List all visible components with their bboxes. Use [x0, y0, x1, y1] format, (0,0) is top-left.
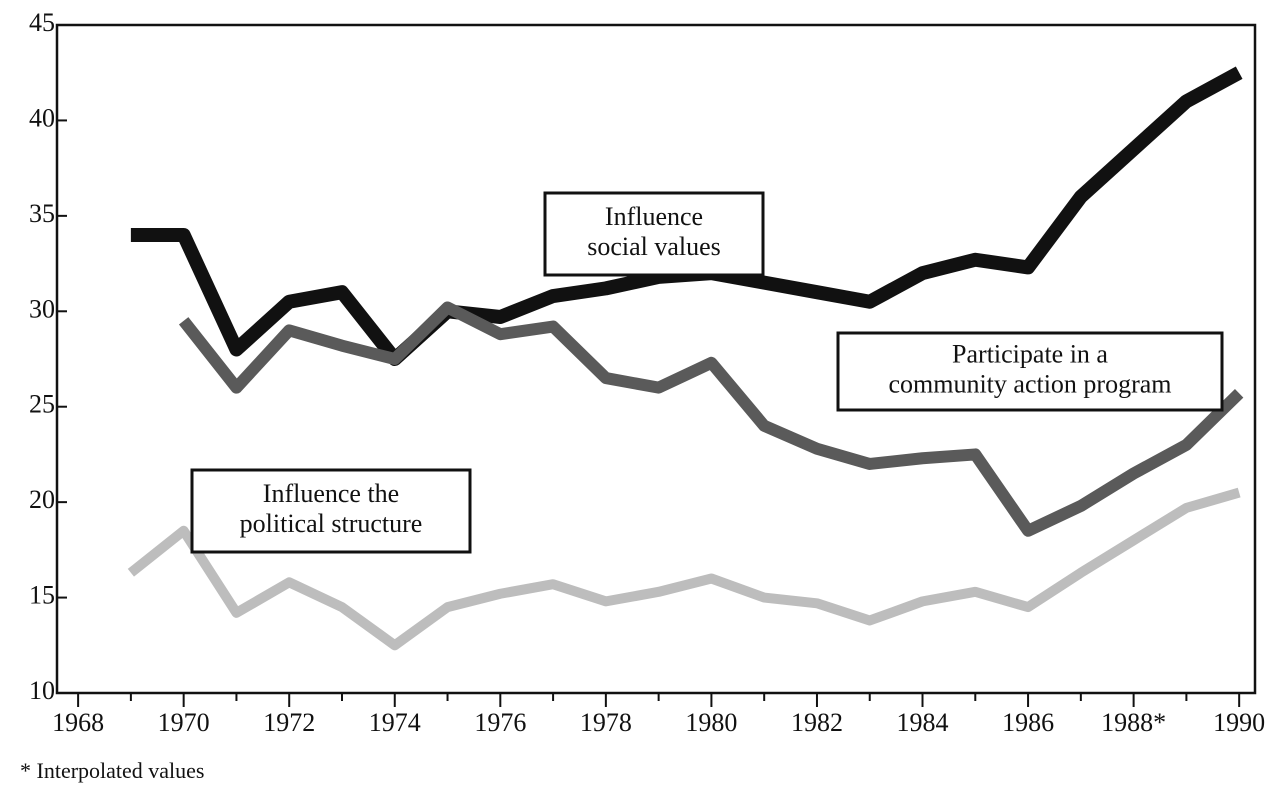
x-tick-label: 1978: [580, 708, 632, 737]
y-tick-label: 30: [29, 294, 55, 323]
series-label: Influence: [605, 202, 703, 231]
y-tick-label: 45: [29, 8, 55, 37]
series-label: Influence the: [263, 479, 399, 508]
x-tick-label: 1988*: [1101, 708, 1166, 737]
x-tick-label: 1974: [369, 708, 421, 737]
x-tick-label: 1986: [1002, 708, 1054, 737]
series-label: social values: [587, 232, 721, 261]
y-tick-label: 40: [29, 103, 55, 132]
plot-frame: [55, 23, 1257, 695]
x-tick-label: 1984: [897, 708, 949, 737]
x-tick-label: 1976: [474, 708, 526, 737]
label-box: [836, 331, 1224, 412]
x-tick-label: 1982: [791, 708, 843, 737]
y-tick-label: 25: [29, 390, 55, 419]
series-label: community action program: [888, 369, 1171, 398]
series-line: [127, 487, 1241, 651]
label-box: [190, 468, 472, 554]
series-label: political structure: [240, 509, 423, 538]
series-line: [178, 301, 1244, 537]
x-tick-label: 1980: [685, 708, 737, 737]
x-tick-label: 1972: [263, 708, 315, 737]
series-label: Participate in a: [952, 339, 1108, 368]
x-tick-label: 1990: [1213, 708, 1265, 737]
x-tick-label: 1968: [52, 708, 104, 737]
label-box: [543, 191, 765, 277]
y-tick-label: 35: [29, 199, 55, 228]
x-tick-label: 1970: [158, 708, 210, 737]
y-tick-label: 15: [29, 581, 55, 610]
footnote: * Interpolated values: [20, 758, 205, 783]
y-tick-label: 20: [29, 485, 55, 514]
y-tick-label: 10: [29, 676, 55, 705]
